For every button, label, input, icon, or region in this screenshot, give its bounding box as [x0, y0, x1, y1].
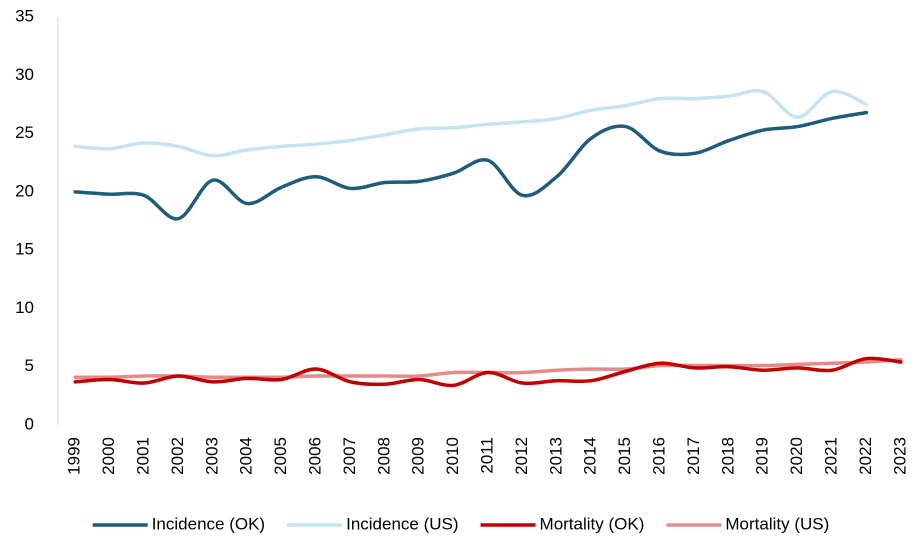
series-line — [73, 88, 869, 158]
x-tick-label: 2011 — [477, 437, 496, 474]
x-tick-label: 2020 — [787, 437, 806, 475]
x-tick-label: 2006 — [305, 437, 324, 475]
series-line — [73, 110, 869, 221]
y-tick-label: 25 — [15, 123, 34, 142]
x-tick-label: 2001 — [133, 437, 152, 475]
x-tick-label: 2007 — [340, 437, 359, 475]
x-tick-label: 1999 — [65, 437, 84, 475]
x-tick-label: 2019 — [753, 437, 772, 475]
x-tick-label: 2012 — [512, 437, 531, 475]
x-tick-label: 2004 — [237, 437, 256, 475]
x-tick-label: 2005 — [271, 437, 290, 475]
y-tick-label: 20 — [15, 181, 34, 200]
legend-label: Incidence (OK) — [152, 514, 265, 533]
x-tick-label: 2021 — [821, 437, 840, 475]
y-tick-label: 35 — [15, 6, 34, 25]
y-tick-label: 10 — [15, 298, 34, 317]
x-tick-label: 2023 — [890, 437, 909, 475]
x-tick-label: 2014 — [581, 437, 600, 475]
x-tick-label: 2013 — [546, 437, 565, 475]
x-tick-label: 2016 — [649, 437, 668, 475]
x-tick-label: 2008 — [374, 437, 393, 475]
x-tick-label: 2017 — [684, 437, 703, 475]
x-tick-label: 2003 — [202, 437, 221, 475]
legend-label: Mortality (OK) — [540, 514, 645, 533]
y-tick-label: 30 — [15, 65, 34, 84]
x-tick-label: 2010 — [443, 437, 462, 475]
legend-label: Incidence (US) — [346, 514, 458, 533]
x-tick-label: 2000 — [99, 437, 118, 475]
y-tick-label: 0 — [25, 414, 34, 433]
x-tick-label: 2022 — [856, 437, 875, 475]
x-tick-label: 2009 — [409, 437, 428, 475]
x-tick-label: 2015 — [615, 437, 634, 475]
series-line — [73, 356, 903, 388]
x-tick-label: 2002 — [168, 437, 187, 475]
x-tick-label: 2018 — [718, 437, 737, 475]
legend-label: Mortality (US) — [725, 514, 829, 533]
y-tick-label: 5 — [25, 356, 34, 375]
y-tick-label: 15 — [15, 240, 34, 259]
